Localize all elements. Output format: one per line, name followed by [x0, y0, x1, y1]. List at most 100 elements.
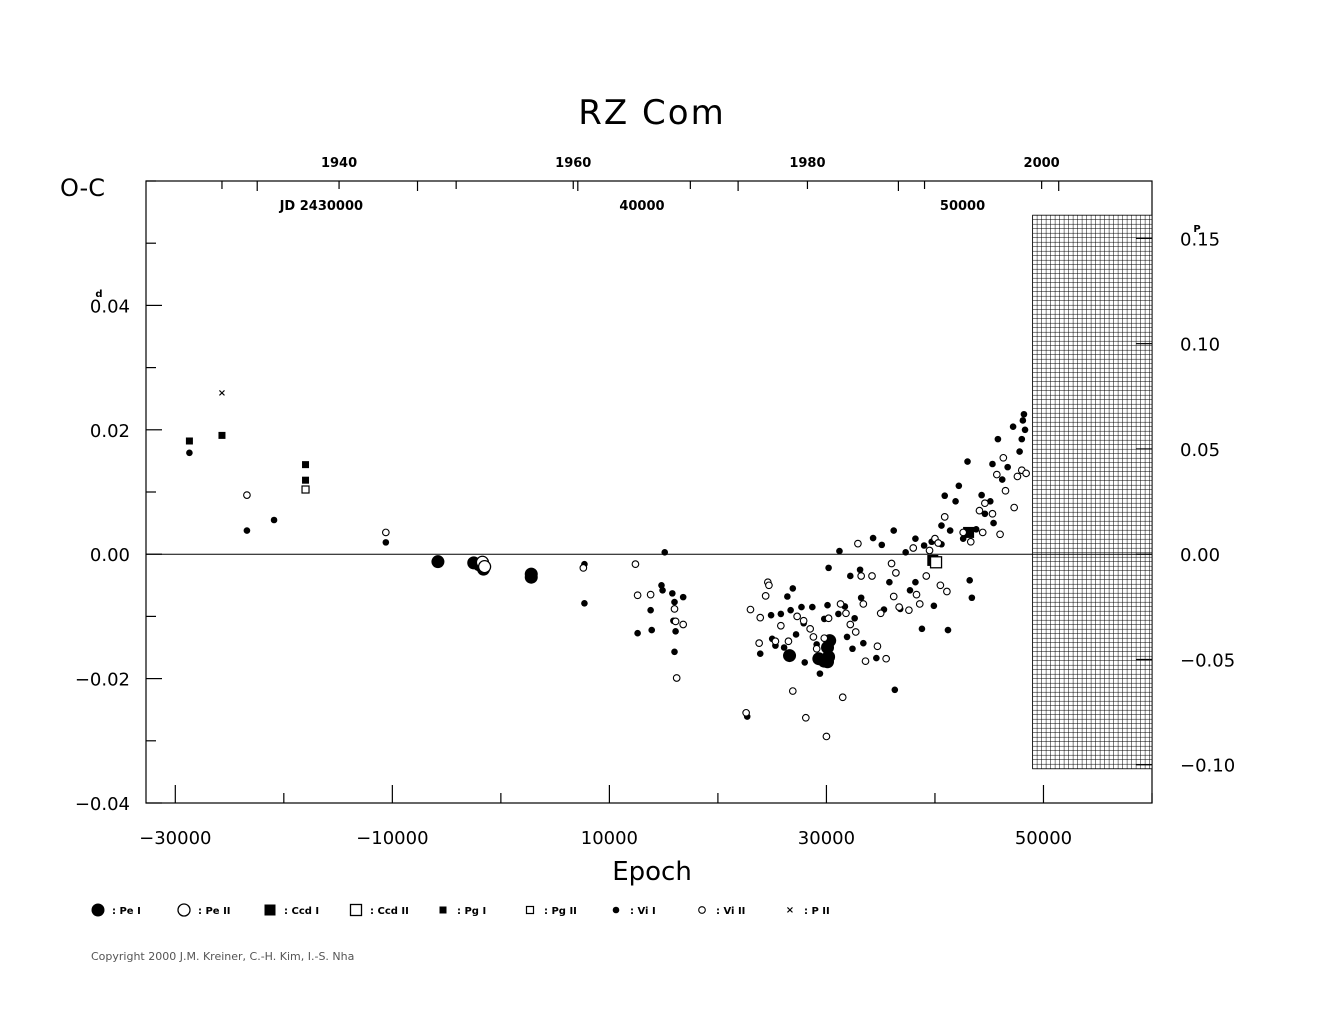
data-point-VisI — [835, 610, 842, 618]
data-point-VisII — [812, 644, 821, 653]
data-point-VisI — [825, 564, 832, 572]
data-point-VisII — [992, 470, 1001, 479]
data-point-VisI — [902, 549, 909, 556]
data-point-VisII — [742, 708, 750, 717]
copyright-text: Copyright 2000 J.M. Kreiner, C.-H. Kim, … — [91, 950, 354, 963]
top-year-label: 2000 — [1024, 156, 1060, 171]
y-tick-label: −0.04 — [75, 794, 130, 815]
data-point-VisII — [922, 572, 931, 580]
data-point-VisI — [998, 476, 1006, 483]
data-point-VisII — [882, 654, 890, 663]
data-point-VisI — [809, 603, 816, 611]
legend-marker-VisII — [698, 906, 706, 914]
data-point-VisI — [1016, 448, 1023, 455]
data-point-VisI — [944, 626, 952, 634]
data-point-VisI — [270, 516, 278, 524]
data-point-VisI — [659, 586, 666, 594]
data-point-VisII — [793, 612, 801, 621]
data-point-VisI — [891, 686, 899, 694]
data-point-VisII — [755, 639, 763, 647]
data-point-VisI — [857, 594, 865, 602]
legend-label: : Ccd I — [284, 906, 319, 917]
data-point-VisII — [1010, 503, 1019, 512]
data-point-VisII — [670, 605, 679, 613]
data-point-VisI — [878, 541, 886, 549]
data-point-VisII — [857, 572, 866, 580]
data-point-VisII — [765, 581, 773, 590]
data-point-VisI — [978, 491, 985, 499]
data-point-VisII — [1013, 472, 1022, 481]
data-point-VisII — [873, 642, 882, 651]
data-point-VisI — [777, 610, 785, 618]
data-point-VisII — [788, 687, 797, 695]
data-point-VisI — [661, 549, 669, 556]
data-point-VisI — [1021, 426, 1029, 434]
data-point-PgI — [185, 437, 193, 445]
legend-label: : Pg I — [457, 906, 486, 917]
data-point-VisI — [801, 659, 809, 666]
data-point-VisII — [1022, 469, 1030, 478]
data-point-VisI — [648, 626, 656, 634]
data-point-VisII — [381, 528, 390, 537]
data-point-VisI — [912, 578, 919, 586]
data-point-VisII — [806, 624, 815, 633]
legend-label: : Vi I — [630, 906, 656, 917]
data-point-VisI — [946, 527, 954, 534]
data-point-VisI — [756, 650, 764, 658]
data-point-VisI — [851, 614, 858, 622]
x-tick-label: −30000 — [139, 828, 211, 849]
data-point-VisII — [925, 546, 934, 555]
top-year-label: 1980 — [789, 156, 825, 171]
data-point-VisII — [846, 620, 855, 629]
data-point-VisII — [887, 559, 896, 568]
data-point-VisI — [186, 449, 193, 457]
legend-label: : P II — [804, 906, 830, 917]
data-point-VisI — [989, 460, 996, 468]
data-point-VisII — [672, 674, 681, 682]
data-point-PeI — [431, 555, 445, 569]
data-point-PgII — [301, 485, 310, 494]
data-point-VisII — [633, 591, 642, 600]
legend-marker-CcdI — [264, 904, 276, 916]
data-point-VisII — [842, 609, 850, 618]
top-jd-label: 40000 — [619, 199, 664, 214]
data-point-VisII — [671, 617, 680, 626]
data-point-VisII — [784, 637, 793, 646]
data-point-VisI — [671, 598, 678, 606]
data-point-VisII — [859, 600, 868, 608]
data-point-VisI — [1018, 435, 1026, 443]
y-tick-label: 0.04 — [90, 296, 130, 317]
data-point-VisI — [634, 629, 641, 637]
legend-label: : Ccd II — [370, 906, 409, 917]
legend-marker-CcdII — [349, 903, 363, 917]
data-point-VisII — [996, 530, 1004, 539]
y-tick-label: 0.02 — [90, 421, 130, 442]
data-point-VisII — [854, 539, 862, 548]
x-axis-label: Epoch — [612, 857, 692, 887]
data-point-VisI — [964, 458, 971, 465]
data-point-VisII — [243, 491, 251, 499]
data-point-VisI — [981, 510, 989, 518]
data-point-VisII — [801, 713, 810, 722]
right-y-tick-label: −0.05 — [1180, 650, 1235, 671]
x-tick-label: 50000 — [1015, 828, 1072, 849]
legend-marker-PII: × — [786, 905, 794, 916]
legend-marker-VisI — [612, 906, 620, 914]
data-point-VisI — [886, 578, 893, 586]
data-point-VisI — [827, 639, 835, 647]
data-point-VisII — [861, 657, 870, 666]
right-y-tick-label: 0.05 — [1180, 440, 1220, 461]
right-y-tick-label: 0.15 — [1180, 229, 1220, 250]
data-point-VisI — [789, 585, 797, 592]
data-point-VisI — [1019, 417, 1027, 424]
plot-area: −30000 −10000 10000 30000 50000 −0.04 −0.02 0.0… — [75, 156, 1235, 917]
data-point-VisII — [915, 600, 924, 608]
data-point-VisI — [843, 633, 851, 641]
data-point-PeI — [783, 649, 797, 663]
data-point-VisI — [581, 600, 588, 607]
data-point-VisII — [836, 600, 845, 608]
data-point-VisII — [943, 587, 951, 596]
data-point-VisI — [780, 644, 788, 651]
legend-label: : Pg II — [544, 906, 577, 917]
